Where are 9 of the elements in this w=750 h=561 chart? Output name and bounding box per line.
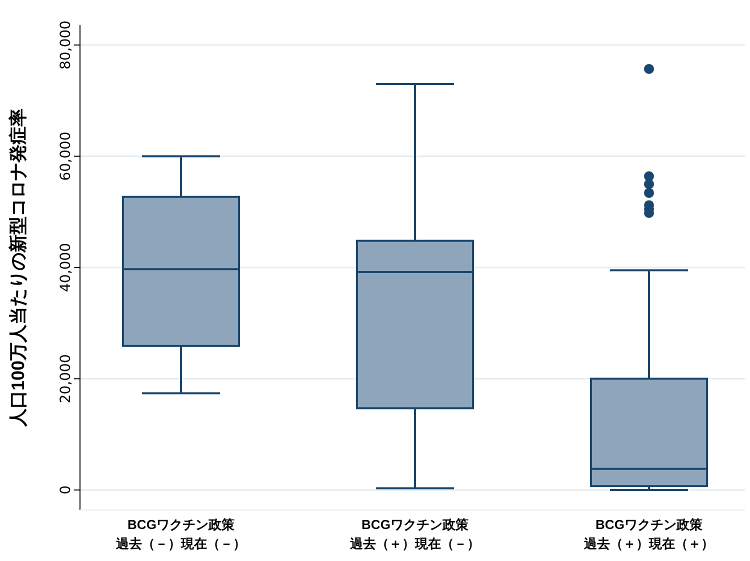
x-tick-label: BCGワクチン政策過去（＋）現在（＋） <box>583 517 714 551</box>
y-tick-label: 40,000 <box>58 243 74 292</box>
x-tick-label: BCGワクチン政策過去（＋）現在（－） <box>349 517 480 551</box>
y-tick-label: 20,000 <box>58 354 74 404</box>
y-tick-label: 60,000 <box>58 132 74 181</box>
y-axis-title: 人口100万人当たりの新型コロナ発症率 <box>8 108 28 428</box>
y-tick-label: 0 <box>58 486 74 494</box>
x-tick-label: BCGワクチン政策過去（－）現在（－） <box>115 517 246 551</box>
y-tick-label: 80,000 <box>58 20 74 70</box>
